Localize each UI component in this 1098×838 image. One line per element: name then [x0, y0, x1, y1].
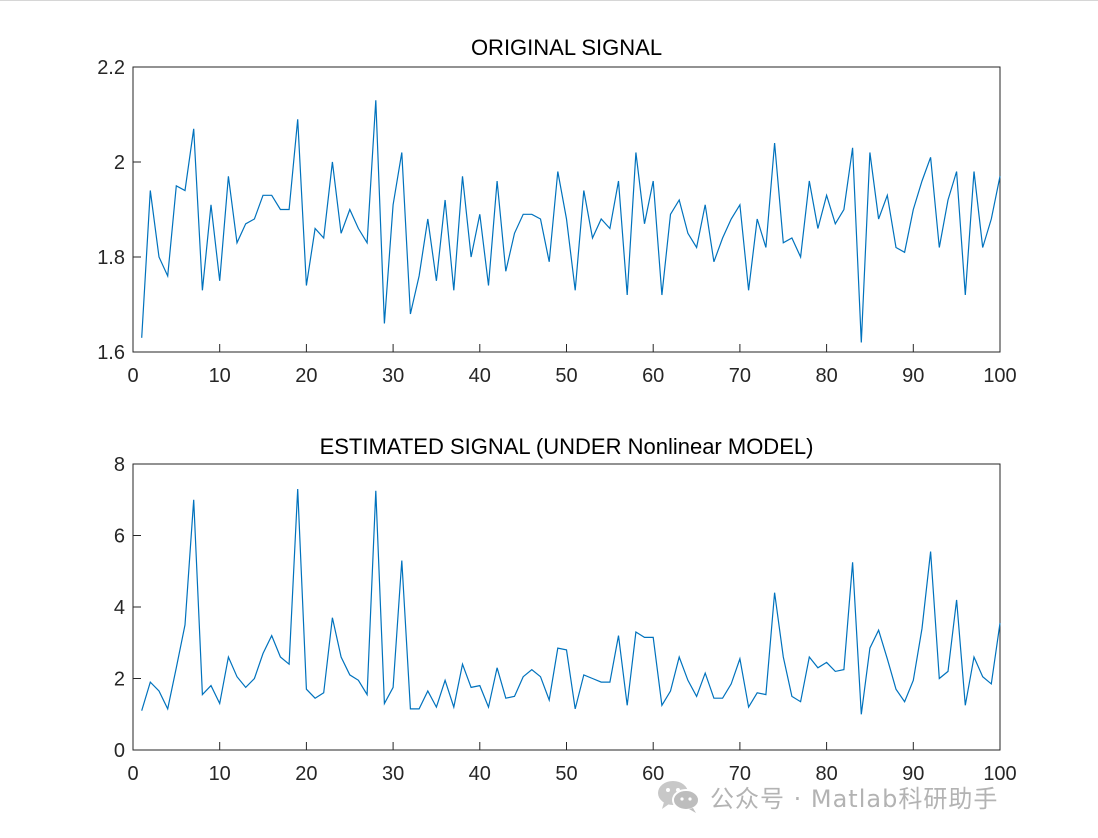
- x-tick-label: 30: [382, 763, 404, 785]
- watermark: 公众号 · Matlab科研助手: [656, 776, 998, 816]
- x-axis: 0 10 20 30 40 50 60 70 80 90 100: [127, 742, 1017, 785]
- x-tick-label: 80: [815, 763, 837, 785]
- y-tick-label: 6: [114, 526, 125, 548]
- x-tick-label: 60: [642, 763, 664, 785]
- x-tick-label: 10: [209, 763, 231, 785]
- subplot-original: ORIGINAL SIGNAL 0 10 20 30 40 50 60 70 80 90 100 1…: [97, 35, 1017, 387]
- plot-area: [141, 100, 1001, 343]
- y-tick-label: 2: [114, 152, 125, 174]
- y-tick-label: 1.8: [97, 247, 125, 269]
- axes-frame: [132, 463, 1001, 751]
- x-tick-label: 40: [469, 365, 491, 387]
- x-tick-label: 60: [642, 365, 664, 387]
- x-tick-label: 90: [902, 763, 924, 785]
- axes-frame: [132, 66, 1001, 353]
- wechat-icon: [656, 778, 702, 814]
- y-tick-label: 8: [114, 454, 125, 476]
- x-tick-label: 20: [295, 365, 317, 387]
- y-tick-label: 2.2: [97, 57, 125, 79]
- x-tick-label: 80: [815, 365, 837, 387]
- top-divider: [0, 0, 1098, 1]
- x-tick-label: 100: [983, 763, 1016, 785]
- x-tick-label: 10: [209, 365, 231, 387]
- y-tick-label: 4: [114, 597, 125, 619]
- x-tick-label: 70: [729, 365, 751, 387]
- y-axis: 1.6 1.8 2 2.2: [97, 57, 141, 364]
- chart-title: ORIGINAL SIGNAL: [471, 35, 662, 60]
- series-line: [141, 488, 1001, 715]
- x-tick-label: 90: [902, 365, 924, 387]
- x-tick-label: 0: [127, 365, 138, 387]
- x-tick-label: 100: [983, 365, 1016, 387]
- watermark-text: 公众号 · Matlab科研助手: [710, 784, 999, 813]
- subplot-estimated: ESTIMATED SIGNAL (UNDER Nonlinear MODEL)…: [114, 434, 1017, 785]
- x-tick-label: 0: [127, 763, 138, 785]
- y-tick-label: 0: [114, 740, 125, 762]
- x-tick-label: 30: [382, 365, 404, 387]
- x-tick-label: 70: [729, 763, 751, 785]
- x-tick-label: 20: [295, 763, 317, 785]
- x-tick-label: 50: [555, 763, 577, 785]
- plot-area: [141, 488, 1001, 715]
- y-axis: 0 2 4 6 8: [114, 454, 141, 762]
- x-tick-label: 40: [469, 763, 491, 785]
- x-tick-label: 50: [555, 365, 577, 387]
- x-axis: 0 10 20 30 40 50 60 70 80 90 100: [127, 344, 1017, 387]
- series-line: [141, 100, 1001, 343]
- y-tick-label: 2: [114, 669, 125, 691]
- y-tick-label: 1.6: [97, 342, 125, 364]
- chart-title: ESTIMATED SIGNAL (UNDER Nonlinear MODEL): [320, 434, 814, 459]
